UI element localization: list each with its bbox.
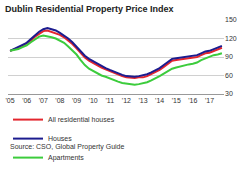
- svg-text:'09: '09: [72, 97, 81, 104]
- svg-text:'11: '11: [105, 97, 114, 104]
- svg-text:Apartments: Apartments: [48, 154, 84, 162]
- svg-text:'15: '15: [172, 97, 181, 104]
- svg-text:150: 150: [225, 16, 237, 23]
- svg-text:'07: '07: [39, 97, 48, 104]
- svg-text:30: 30: [225, 90, 233, 97]
- svg-text:'05: '05: [6, 97, 15, 104]
- svg-text:'08: '08: [55, 97, 64, 104]
- svg-text:60: 60: [225, 72, 233, 79]
- svg-text:'14: '14: [155, 97, 164, 104]
- svg-text:'17: '17: [205, 97, 214, 104]
- svg-text:Source: CSO, Global Property G: Source: CSO, Global Property Guide: [10, 143, 124, 151]
- svg-text:All residential houses: All residential houses: [48, 116, 115, 123]
- svg-text:Dublin Residential Property Pr: Dublin Residential Property Price Index: [5, 4, 174, 14]
- svg-text:'12: '12: [122, 97, 131, 104]
- svg-text:'13: '13: [138, 97, 147, 104]
- svg-text:'06: '06: [22, 97, 31, 104]
- svg-text:90: 90: [225, 53, 233, 60]
- svg-text:120: 120: [225, 35, 237, 42]
- svg-text:'16: '16: [188, 97, 197, 104]
- svg-text:'10: '10: [89, 97, 98, 104]
- svg-text:Houses: Houses: [48, 135, 72, 142]
